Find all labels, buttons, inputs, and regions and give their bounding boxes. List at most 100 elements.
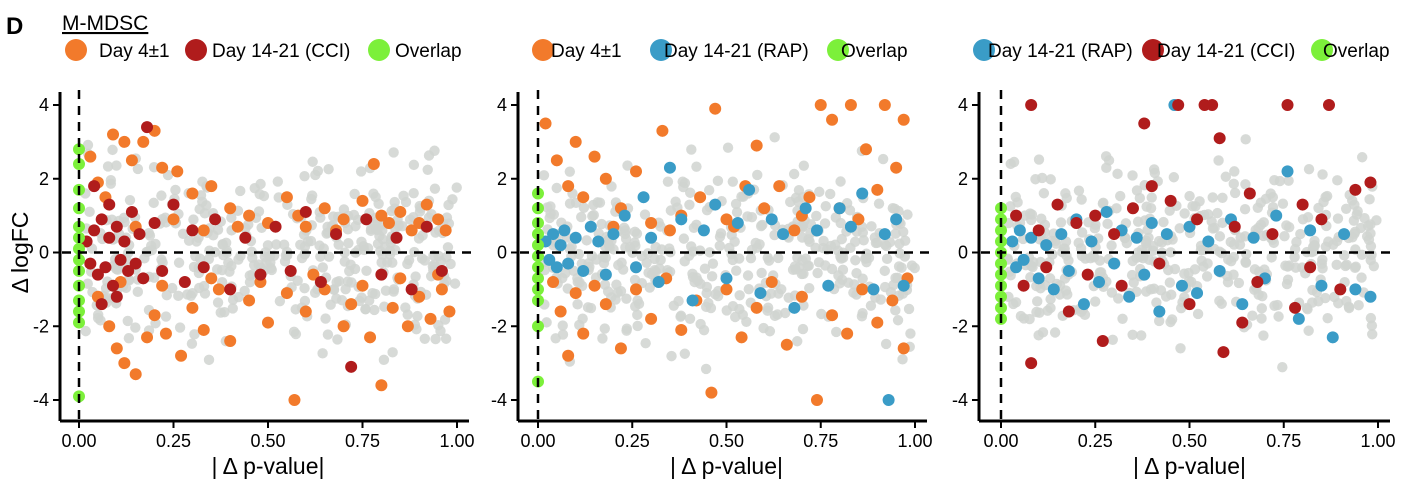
data-point bbox=[95, 213, 108, 226]
data-point bbox=[88, 224, 101, 237]
background-point bbox=[1367, 329, 1378, 340]
background-point bbox=[1131, 185, 1143, 196]
background-point bbox=[785, 196, 796, 208]
background-point bbox=[217, 239, 228, 250]
background-point bbox=[1284, 222, 1295, 233]
data-point bbox=[554, 239, 567, 252]
background-point bbox=[1073, 185, 1085, 196]
data-point bbox=[1243, 187, 1256, 200]
y-tick-label: 0 bbox=[39, 243, 49, 263]
data-point bbox=[750, 301, 763, 314]
data-point bbox=[1093, 276, 1106, 288]
background-point bbox=[813, 257, 825, 268]
data-point bbox=[773, 180, 786, 193]
data-point bbox=[159, 327, 172, 340]
data-point bbox=[394, 205, 407, 218]
data-point bbox=[345, 360, 358, 373]
background-point bbox=[203, 253, 215, 265]
background-point bbox=[410, 271, 421, 282]
background-point bbox=[818, 242, 829, 254]
background-point bbox=[212, 297, 224, 308]
data-point bbox=[1202, 235, 1215, 248]
background-point bbox=[1356, 249, 1368, 261]
background-point bbox=[430, 333, 441, 345]
data-point bbox=[284, 264, 297, 277]
data-point bbox=[788, 301, 801, 314]
data-point bbox=[550, 261, 563, 274]
data-point bbox=[1032, 272, 1045, 285]
background-point bbox=[620, 233, 632, 245]
background-point bbox=[1329, 291, 1340, 303]
data-point bbox=[810, 394, 823, 406]
data-point bbox=[645, 217, 658, 229]
background-point bbox=[804, 282, 815, 294]
legend-marker bbox=[1142, 39, 1164, 61]
data-point bbox=[156, 279, 169, 292]
data-point bbox=[686, 294, 699, 307]
data-point bbox=[1206, 99, 1219, 111]
background-point bbox=[816, 308, 827, 320]
background-point bbox=[1126, 269, 1138, 281]
background-point bbox=[831, 326, 842, 338]
background-point bbox=[380, 285, 392, 296]
background-point bbox=[1062, 289, 1073, 300]
data-point bbox=[697, 224, 710, 237]
data-point bbox=[114, 253, 127, 266]
background-point bbox=[734, 290, 745, 301]
background-point bbox=[369, 304, 380, 316]
background-point bbox=[722, 142, 734, 153]
background-point bbox=[620, 242, 631, 253]
background-point bbox=[1031, 306, 1042, 318]
chart-panel-2: Day 4±1 Day 14-21 (RAP) Overlap -4 -2 0 2 4 0.00… bbox=[491, 39, 933, 479]
data-point bbox=[577, 264, 590, 277]
background-point bbox=[1322, 313, 1333, 324]
data-point bbox=[897, 113, 910, 126]
background-point bbox=[402, 258, 413, 270]
data-point bbox=[1006, 235, 1019, 248]
background-point bbox=[835, 176, 846, 187]
background-point bbox=[1183, 267, 1194, 279]
background-point bbox=[726, 249, 737, 260]
background-point bbox=[803, 234, 814, 245]
background-point bbox=[1351, 209, 1363, 220]
data-point bbox=[167, 198, 180, 211]
background-point bbox=[239, 285, 250, 297]
background-point bbox=[1349, 262, 1361, 274]
background-point bbox=[825, 188, 836, 200]
background-point bbox=[757, 219, 768, 231]
background-point bbox=[1239, 204, 1251, 215]
background-point bbox=[620, 225, 631, 236]
background-point bbox=[361, 265, 372, 276]
y-tick-label: 4 bbox=[497, 95, 507, 115]
background-point bbox=[429, 145, 440, 156]
x-axis-title: | Δ p-value| bbox=[1133, 453, 1246, 479]
data-point bbox=[405, 224, 418, 237]
background-point bbox=[1268, 237, 1280, 249]
background-point bbox=[1164, 277, 1176, 288]
background-point bbox=[1356, 152, 1368, 163]
data-point bbox=[1081, 268, 1094, 281]
background-point bbox=[387, 347, 398, 358]
background-point bbox=[706, 271, 718, 282]
data-point bbox=[558, 224, 571, 237]
background-point bbox=[1195, 244, 1207, 256]
data-point bbox=[856, 283, 869, 296]
background-point bbox=[673, 295, 684, 307]
data-point bbox=[1062, 305, 1075, 318]
background-point bbox=[686, 144, 697, 155]
data-point bbox=[1017, 253, 1030, 266]
series-day-4-1 bbox=[539, 99, 914, 406]
data-point bbox=[118, 357, 131, 370]
data-point bbox=[148, 217, 161, 229]
background-point bbox=[684, 199, 695, 211]
background-point bbox=[1258, 330, 1269, 341]
background-point bbox=[1214, 295, 1225, 307]
background-point bbox=[741, 316, 752, 327]
background-point bbox=[572, 299, 583, 310]
data-point bbox=[212, 283, 225, 296]
data-point bbox=[569, 135, 582, 148]
background-point bbox=[1158, 216, 1169, 228]
data-point bbox=[1281, 99, 1294, 111]
data-point bbox=[224, 283, 237, 296]
background-point bbox=[1282, 274, 1294, 285]
